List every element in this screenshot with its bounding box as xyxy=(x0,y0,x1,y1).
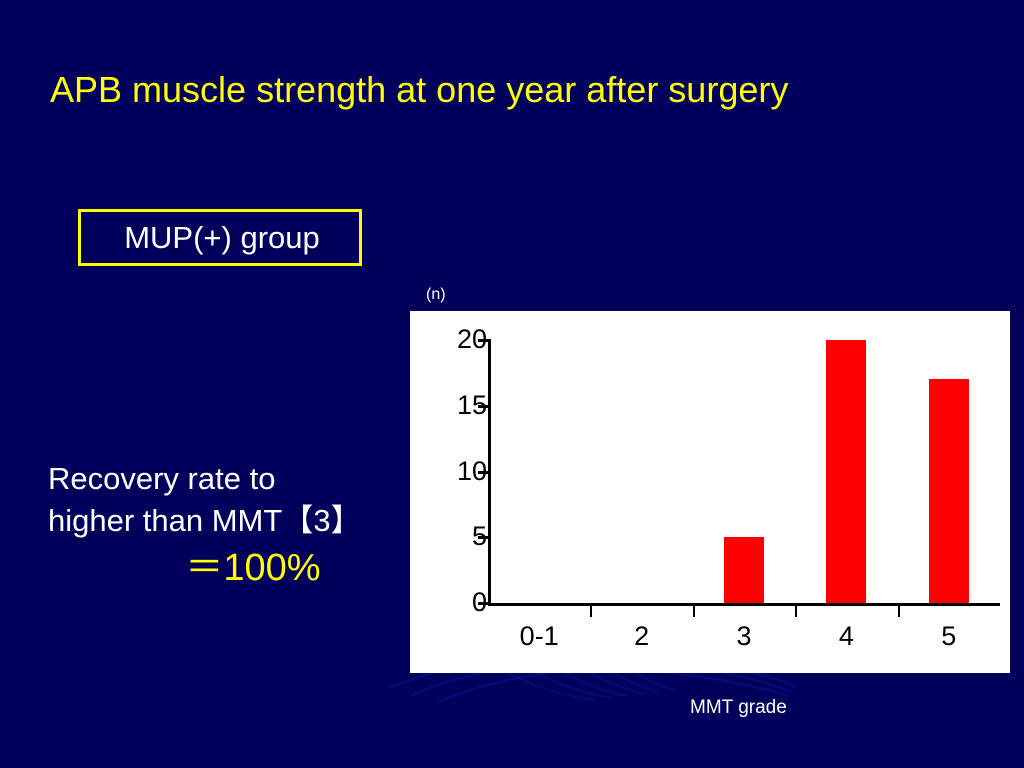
x-tick-mark xyxy=(590,606,593,617)
y-tick-label: 15 xyxy=(456,389,487,420)
y-tick-mark xyxy=(478,404,489,408)
y-tick-label: 10 xyxy=(456,455,487,486)
bar xyxy=(724,537,764,603)
group-label-text: MUP(+) group xyxy=(124,219,320,255)
chart-unit-label: (n) xyxy=(426,286,446,303)
recovery-rate-statement: Recovery rate to higher than MMT【3】 ＝100… xyxy=(48,458,428,592)
x-tick-label: 2 xyxy=(634,621,650,651)
y-tick-label: 5 xyxy=(471,521,487,552)
group-label-box: MUP(+) group xyxy=(78,209,362,266)
x-tick-label: 5 xyxy=(941,621,957,651)
x-tick-mark xyxy=(795,606,798,617)
slide-title: APB muscle strength at one year after su… xyxy=(50,69,789,110)
plot-area: 0 5 10 15 20 0-1 2 3 4 5 xyxy=(410,311,1010,673)
recovery-statement-line-2: higher than MMT【3】 xyxy=(48,503,362,538)
y-tick-mark xyxy=(478,536,489,540)
bar xyxy=(826,340,867,603)
bar xyxy=(928,379,969,603)
y-tick-mark xyxy=(478,602,489,605)
y-tick-mark xyxy=(478,470,489,474)
recovery-statement-line-1: Recovery rate to xyxy=(48,461,276,496)
x-tick-label: 3 xyxy=(736,621,752,651)
x-tick-mark xyxy=(897,606,900,617)
y-tick-mark xyxy=(478,339,489,342)
x-tick-label: 0-1 xyxy=(519,621,559,651)
x-axis-line xyxy=(488,603,1000,606)
y-axis-line xyxy=(488,339,491,606)
y-tick-label: 0 xyxy=(471,587,487,617)
recovery-rate-value: ＝100% xyxy=(185,547,321,589)
x-tick-mark xyxy=(692,606,695,617)
chart-xaxis-title: MMT grade xyxy=(690,697,787,718)
x-tick-label: 4 xyxy=(838,621,854,651)
y-tick-label: 20 xyxy=(456,324,487,354)
bar-chart: 0 5 10 15 20 0-1 2 3 4 5 xyxy=(410,311,1010,673)
